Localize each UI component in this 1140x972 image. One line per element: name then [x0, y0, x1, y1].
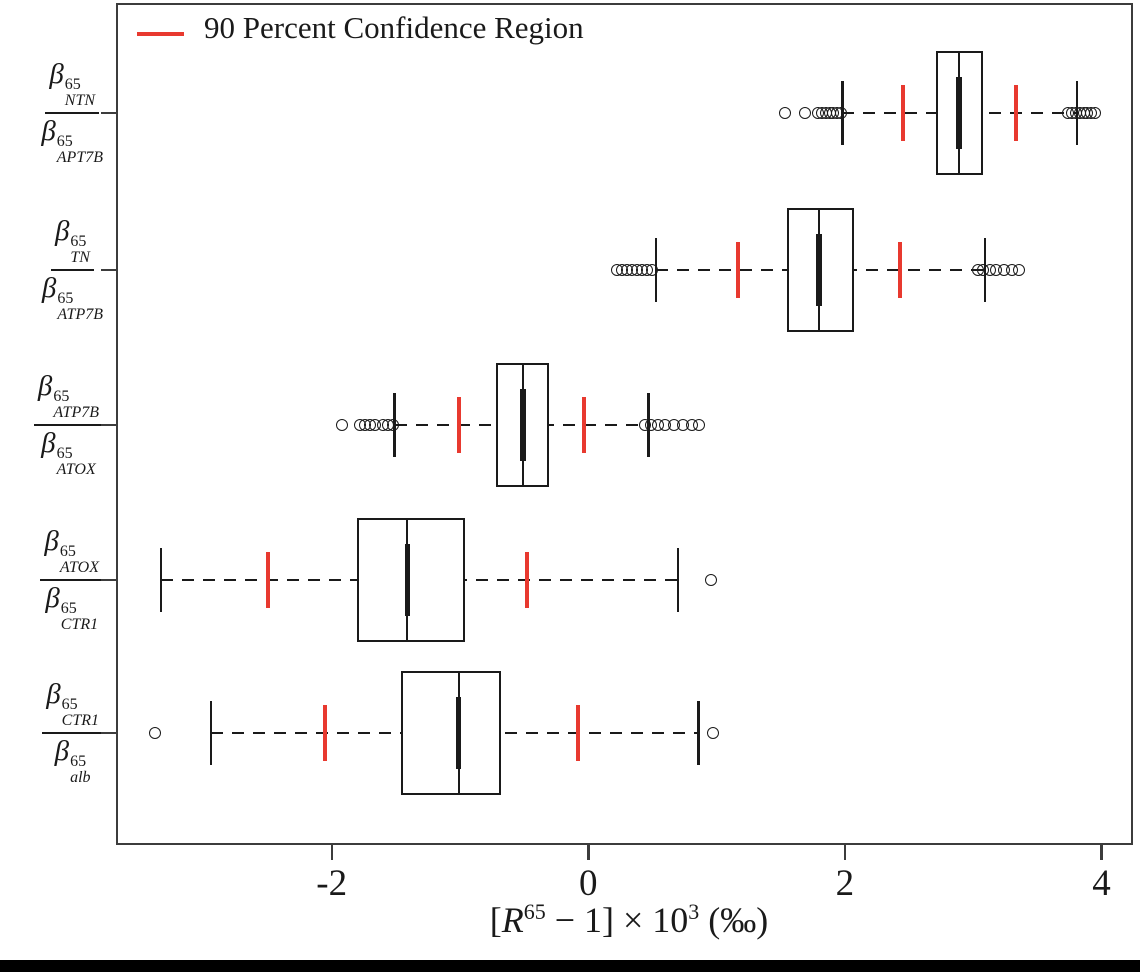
whisker-cap: [209, 701, 213, 765]
box: [357, 518, 466, 642]
fraction-denominator: β 65 ATOX: [41, 427, 96, 478]
confidence-region-tick: [736, 242, 741, 298]
x-tick-mark: [1100, 845, 1103, 860]
y-tick-mark: [101, 268, 116, 272]
outlier-point: [1089, 107, 1102, 119]
confidence-region-tick: [323, 705, 328, 761]
fraction-denominator: β 65 alb: [54, 735, 91, 786]
confidence-region-tick: [524, 552, 529, 608]
outlier-point: [148, 727, 161, 739]
fraction-numerator: β 65 NTN: [45, 60, 100, 114]
x-tick-label: 0: [579, 863, 598, 904]
outlier-point: [835, 107, 848, 119]
median-line-thick: [956, 77, 962, 149]
confidence-region-tick: [265, 552, 270, 608]
median-line-thick: [520, 389, 526, 461]
fraction-numerator: β 65 ATOX: [40, 527, 103, 581]
confidence-region-tick: [456, 397, 461, 453]
fraction-numerator: β 65 TN: [50, 217, 94, 271]
median-line-thick: [816, 234, 822, 306]
outlier-point: [799, 107, 812, 119]
confidence-region-tick: [1013, 85, 1018, 141]
outlier-point: [387, 419, 400, 431]
fraction-denominator: β 65 APT7B: [41, 115, 103, 166]
outlier-point: [335, 419, 348, 431]
outlier-point: [692, 419, 705, 431]
median-line-thick: [404, 544, 411, 616]
whisker-cap: [676, 548, 680, 612]
y-tick-mark: [101, 111, 116, 115]
outlier-point: [778, 107, 791, 119]
x-tick-mark: [330, 845, 333, 860]
y-axis-label: β 65 NTN β 65 APT7B: [41, 60, 103, 166]
fraction-numerator: β 65 CTR1: [42, 680, 103, 734]
outlier-point: [646, 264, 659, 276]
x-tick-mark: [843, 845, 847, 860]
outlier-point: [1013, 264, 1026, 276]
x-tick-label: -2: [316, 863, 348, 904]
confidence-region-line-swatch: [137, 32, 184, 36]
confidence-region-tick: [898, 242, 903, 298]
fraction-denominator: β 65 ATP7B: [41, 272, 103, 323]
box: [400, 671, 502, 795]
y-axis-label: β 65 ATP7B β 65 ATOX: [33, 372, 103, 478]
y-tick-mark: [101, 578, 116, 582]
fraction-numerator: β 65 ATP7B: [33, 372, 103, 426]
y-axis-label: β 65 TN β 65 ATP7B: [42, 217, 103, 323]
whisker-cap: [697, 701, 700, 765]
x-tick-mark: [587, 845, 590, 860]
median-line-thick: [455, 697, 462, 769]
y-axis-label: β 65 ATOX β 65 CTR1: [40, 527, 103, 633]
outlier-point: [705, 574, 718, 586]
x-tick-label: 2: [835, 863, 855, 904]
confidence-region-tick: [576, 705, 581, 761]
x-axis-title: [R65 − 1] × 103 (‰): [489, 899, 769, 940]
whisker-cap: [159, 548, 163, 612]
y-tick-mark: [101, 423, 116, 427]
bottom-black-bar: [0, 960, 1140, 972]
x-tick-label: 4: [1092, 863, 1111, 904]
confidence-region-tick: [582, 397, 587, 453]
legend-label: 90 Percent Confidence Region: [204, 10, 584, 45]
y-axis-label: β 65 CTR1 β 65 alb: [42, 680, 103, 786]
outlier-point: [706, 727, 719, 739]
confidence-region-tick: [900, 85, 905, 141]
y-tick-mark: [101, 731, 116, 735]
fraction-denominator: β 65 CTR1: [45, 582, 99, 633]
